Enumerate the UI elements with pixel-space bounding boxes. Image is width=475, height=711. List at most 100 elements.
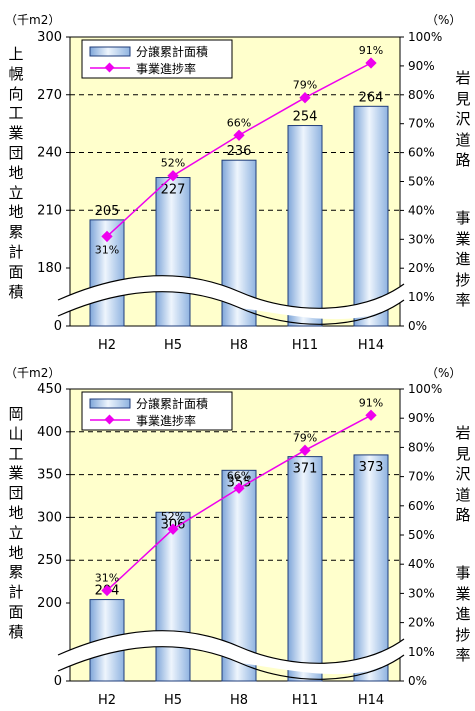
y-right-tick-label: 70% bbox=[408, 470, 435, 484]
legend-bar-label: 分譲累計面積 bbox=[136, 396, 208, 411]
legend-bar-swatch bbox=[89, 46, 131, 57]
progress-value-label: 79% bbox=[293, 79, 317, 92]
axis-break-line bbox=[57, 275, 405, 309]
y-right-tick-label: 50% bbox=[408, 175, 435, 189]
y-left-tick-label: 200 bbox=[37, 596, 62, 611]
bar bbox=[353, 454, 389, 682]
y-right-tick-label: 20% bbox=[408, 616, 435, 630]
y-right-tick-label: 0% bbox=[408, 674, 427, 688]
x-tick-label: H2 bbox=[98, 693, 116, 708]
y-left-tick-label: 300 bbox=[37, 30, 62, 45]
progress-value-label: 66% bbox=[227, 469, 251, 482]
y-left-tick-label: 450 bbox=[37, 382, 62, 397]
legend-box bbox=[81, 39, 233, 79]
y-right-tick-label: 10% bbox=[408, 290, 435, 304]
axis-break-line bbox=[57, 646, 405, 680]
x-tick-label: H14 bbox=[358, 338, 384, 353]
legend-line-label: 事業進捗率 bbox=[136, 61, 196, 76]
legend-line-label: 事業進捗率 bbox=[136, 413, 196, 428]
x-tick-label: H8 bbox=[230, 338, 248, 353]
bar bbox=[287, 125, 323, 327]
bar bbox=[287, 456, 323, 682]
y-right-tick-label: 60% bbox=[408, 146, 435, 160]
y-right-tick-label: 40% bbox=[408, 203, 435, 217]
x-tick-label: H8 bbox=[230, 693, 248, 708]
axis-break-line bbox=[57, 630, 405, 664]
y-left-tick-label: 0 bbox=[54, 319, 62, 334]
y-left-tick-label: 300 bbox=[37, 510, 62, 525]
x-tick-label: H5 bbox=[164, 338, 182, 353]
bar-value-label: 205 bbox=[95, 204, 120, 219]
axis-break-band bbox=[58, 630, 404, 675]
legend-bar-swatch bbox=[89, 398, 131, 409]
bar-value-label: 254 bbox=[293, 110, 318, 125]
y-right-tick-label: 100% bbox=[408, 382, 442, 396]
left-axis-title: 上幌向工業団地立地累計面積 bbox=[8, 45, 24, 301]
x-tick-label: H2 bbox=[98, 338, 116, 353]
progress-value-label: 66% bbox=[227, 116, 251, 129]
progress-point bbox=[233, 129, 245, 141]
y-left-tick-label: 240 bbox=[37, 146, 62, 161]
axis-break-line bbox=[57, 291, 405, 325]
x-tick-label: H11 bbox=[292, 693, 318, 708]
legend-bar-label: 分譲累計面積 bbox=[136, 44, 208, 59]
left-axis-title: 岡山工業団地立地累計面積 bbox=[8, 405, 24, 641]
y-right-tick-label: 90% bbox=[408, 411, 435, 425]
progress-value-label: 91% bbox=[359, 44, 383, 57]
chart-1-plot: 0 180 210 240 270 300 0% 10% 20% 30% 40% 50% 60% 70% 8… bbox=[37, 30, 442, 353]
bar-value-label: 236 bbox=[227, 144, 252, 159]
progress-value-label: 79% bbox=[293, 431, 317, 444]
progress-value-label: 91% bbox=[359, 396, 383, 409]
right-axis-title-bottom: 事業進捗率 bbox=[455, 209, 471, 309]
y-right-tick-label: 20% bbox=[408, 261, 435, 275]
progress-point bbox=[167, 170, 179, 182]
right-axis-title-bottom: 事業進捗率 bbox=[455, 564, 471, 664]
bar-value-label: 264 bbox=[359, 90, 384, 105]
progress-value-label: 31% bbox=[95, 571, 119, 584]
y-right-tick-label: 30% bbox=[408, 232, 435, 246]
left-unit-label: （千m2） bbox=[5, 366, 61, 380]
y-right-tick-label: 70% bbox=[408, 117, 435, 131]
y-left-tick-label: 0 bbox=[54, 674, 62, 689]
progress-value-label: 52% bbox=[161, 157, 185, 170]
y-left-tick-label: 210 bbox=[37, 203, 62, 218]
y-left-tick-label: 350 bbox=[37, 468, 62, 483]
y-right-tick-label: 60% bbox=[408, 499, 435, 513]
y-right-tick-label: 80% bbox=[408, 88, 435, 102]
axis-break-band bbox=[58, 275, 404, 320]
progress-value-label: 52% bbox=[161, 510, 185, 523]
bar-value-label: 371 bbox=[293, 462, 318, 477]
y-right-tick-label: 50% bbox=[408, 528, 435, 542]
bar-value-label: 373 bbox=[359, 460, 384, 475]
bar-value-label: 227 bbox=[161, 183, 186, 198]
x-tick-label: H5 bbox=[164, 693, 182, 708]
y-right-tick-label: 100% bbox=[408, 30, 442, 44]
y-right-tick-label: 90% bbox=[408, 59, 435, 73]
right-axis-title-top: 岩見沢道路 bbox=[455, 424, 471, 524]
bar bbox=[155, 177, 191, 327]
right-axis-title-top: 岩見沢道路 bbox=[455, 69, 471, 169]
left-unit-label: （千m2） bbox=[5, 13, 61, 27]
bar bbox=[353, 105, 389, 327]
y-left-tick-label: 400 bbox=[37, 425, 62, 440]
x-tick-label: H14 bbox=[358, 693, 384, 708]
y-right-tick-label: 40% bbox=[408, 557, 435, 571]
bar bbox=[155, 511, 191, 682]
y-right-tick-label: 10% bbox=[408, 645, 435, 659]
chart-2-plot: 0 200 250 300 350 400 450 0% 10% 20% 30% 40% 50% 60% 7… bbox=[37, 382, 442, 708]
progress-point bbox=[233, 482, 245, 494]
y-right-tick-label: 30% bbox=[408, 586, 435, 600]
progress-point bbox=[167, 523, 179, 535]
y-left-tick-label: 250 bbox=[37, 553, 62, 568]
y-right-tick-label: 0% bbox=[408, 319, 427, 333]
legend-box bbox=[81, 391, 233, 431]
right-unit-label: （%） bbox=[426, 13, 462, 27]
x-tick-label: H11 bbox=[292, 338, 318, 353]
y-right-tick-label: 80% bbox=[408, 440, 435, 454]
chart-2: （千m2） （%） 岡山工業団地立地累計面積 岩見沢道路 事業進捗率 0 200 2… bbox=[0, 355, 475, 710]
right-unit-label: （%） bbox=[426, 366, 462, 380]
y-left-tick-label: 270 bbox=[37, 88, 62, 103]
y-left-tick-label: 180 bbox=[37, 261, 62, 276]
chart-1: （千m2） （%） 上幌向工業団地立地累計面積 岩見沢道路 事業進捗率 0 180… bbox=[0, 0, 475, 355]
progress-value-label: 31% bbox=[95, 243, 119, 256]
